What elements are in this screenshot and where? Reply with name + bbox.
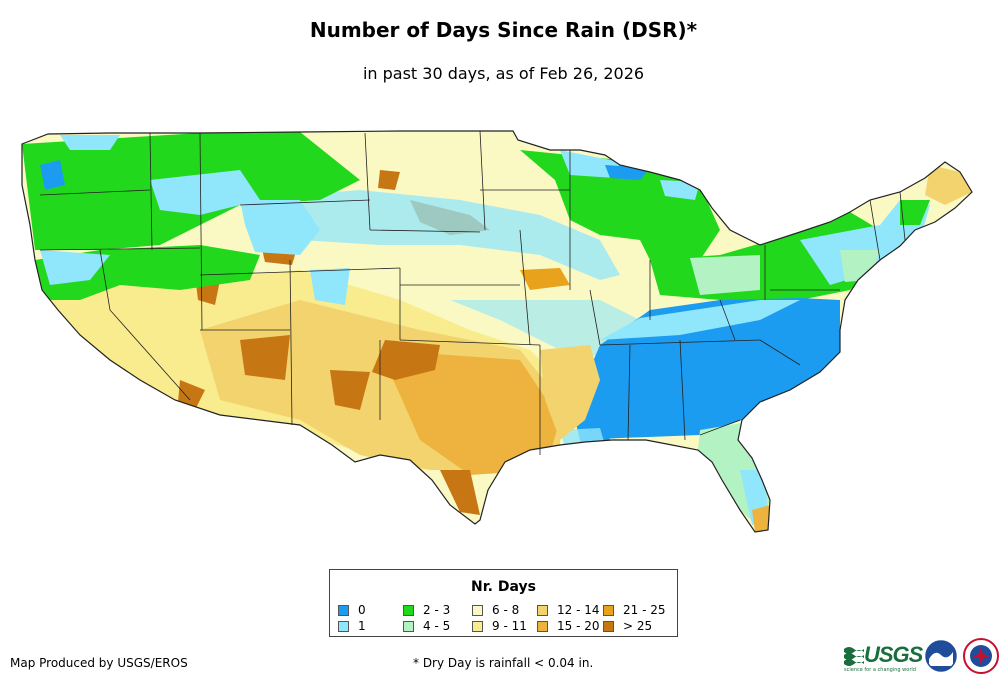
us-dsr-map bbox=[21, 130, 973, 533]
usgs-wave-icon bbox=[844, 647, 864, 666]
footnote: * Dry Day is rainfall < 0.04 in. bbox=[413, 656, 594, 670]
usgs-wordmark: USGS bbox=[864, 642, 923, 667]
legend-label: 2 - 3 bbox=[423, 603, 451, 617]
legend-item-7: 15 - 20 bbox=[537, 620, 600, 633]
legend-label: 4 - 5 bbox=[423, 619, 451, 633]
legend-item-2: 2 - 3 bbox=[403, 604, 450, 617]
legend-label: > 25 bbox=[623, 619, 653, 633]
usgs-logo: USGS science for a changing world bbox=[844, 642, 923, 673]
map-credit: Map Produced by USGS/EROS bbox=[10, 656, 188, 670]
map-subtitle: in past 30 days, as of Feb 26, 2026 bbox=[362, 64, 645, 83]
legend-swatch bbox=[603, 621, 614, 632]
legend-item-8: 21 - 25 bbox=[603, 604, 666, 617]
legend-label: 15 - 20 bbox=[557, 619, 600, 633]
legend-label: 21 - 25 bbox=[623, 603, 666, 617]
nws-logo-icon bbox=[963, 638, 999, 674]
legend-swatch bbox=[603, 605, 614, 616]
map-title: Number of Days Since Rain (DSR)* bbox=[309, 18, 698, 42]
legend-label: 9 - 11 bbox=[492, 619, 527, 633]
legend-swatch bbox=[472, 605, 483, 616]
legend-item-1: 1 bbox=[338, 620, 366, 633]
noaa-logo-icon bbox=[925, 640, 957, 672]
legend-label: 12 - 14 bbox=[557, 603, 600, 617]
legend-item-0: 0 bbox=[338, 604, 366, 617]
legend-swatch bbox=[403, 621, 414, 632]
legend-swatch bbox=[537, 621, 548, 632]
legend-swatch bbox=[338, 605, 349, 616]
legend-title: Nr. Days bbox=[471, 579, 536, 595]
legend-label: 0 bbox=[358, 603, 366, 617]
legend-item-6: 12 - 14 bbox=[537, 604, 600, 617]
usgs-tagline: science for a changing world bbox=[844, 667, 916, 673]
legend-swatch bbox=[472, 621, 483, 632]
legend-item-5: 9 - 11 bbox=[472, 620, 527, 633]
legend: Nr. Days 0 1 2 - 3 4 - 5 6 - 8 9 - 11 12… bbox=[329, 569, 678, 637]
legend-label: 1 bbox=[358, 619, 366, 633]
legend-item-4: 6 - 8 bbox=[472, 604, 519, 617]
legend-label: 6 - 8 bbox=[492, 603, 520, 617]
legend-swatch bbox=[537, 605, 548, 616]
legend-item-9: > 25 bbox=[603, 620, 652, 633]
legend-swatch bbox=[338, 621, 349, 632]
legend-swatch bbox=[403, 605, 414, 616]
legend-item-3: 4 - 5 bbox=[403, 620, 450, 633]
